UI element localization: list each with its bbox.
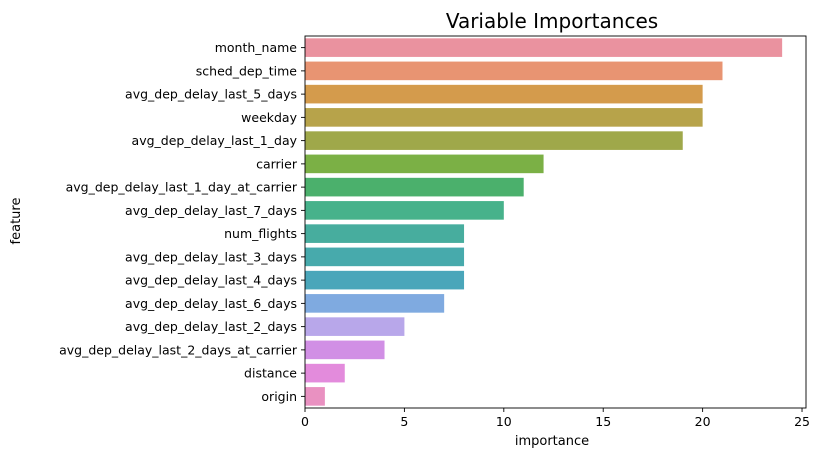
x-axis-label: importance [515, 434, 589, 449]
bar-avg_dep_delay_last_2_days_at_carrier [305, 340, 385, 360]
y-axis-label: feature [9, 198, 24, 245]
x-tick-label: 20 [695, 414, 711, 429]
y-tick-label: avg_dep_delay_last_1_day_at_carrier [66, 180, 298, 195]
x-tick-label: 15 [595, 414, 611, 429]
x-tick-label: 10 [496, 414, 512, 429]
x-tick-label: 25 [794, 414, 810, 429]
y-tick-label: distance [244, 366, 297, 381]
y-tick-label: weekday [241, 110, 297, 125]
y-tick-label: month_name [215, 40, 298, 55]
bars-group [305, 38, 783, 406]
bar-avg_dep_delay_last_1_day [305, 131, 683, 150]
bar-distance [305, 363, 345, 383]
y-tick-label: avg_dep_delay_last_4_days [125, 273, 297, 288]
y-tick-label: carrier [256, 156, 298, 171]
bar-avg_dep_delay_last_1_day_at_carrier [305, 177, 524, 197]
bar-carrier [305, 154, 544, 174]
y-tick-label: avg_dep_delay_last_3_days [125, 249, 297, 264]
bar-month_name [305, 38, 783, 57]
x-tick-label: 5 [400, 414, 408, 429]
y-tick-label: avg_dep_delay_last_1_day [132, 133, 298, 148]
y-tick-label: avg_dep_delay_last_5_days [125, 87, 297, 102]
plot-frame [304, 35, 807, 409]
y-tick-label: num_flights [224, 226, 297, 241]
bar-avg_dep_delay_last_2_days [305, 317, 405, 336]
y-tick-label: origin [261, 389, 297, 404]
bar-sched_dep_time [305, 61, 723, 81]
bar-avg_dep_delay_last_5_days [305, 84, 703, 104]
bar-origin [305, 387, 325, 406]
bar-avg_dep_delay_last_7_days [305, 201, 504, 220]
x-ticks: 0 5 10 15 20 25 [301, 408, 810, 429]
bar-num_flights [305, 224, 465, 243]
chart-title: Variable Importances [446, 9, 658, 33]
x-tick-label: 0 [301, 414, 309, 429]
y-tick-labels: month_name sched_dep_time avg_dep_delay_la… [59, 40, 305, 404]
y-tick-label: avg_dep_delay_last_2_days_at_carrier [59, 342, 298, 357]
bar-avg_dep_delay_last_3_days [305, 247, 465, 267]
y-tick-label: sched_dep_time [196, 63, 298, 78]
y-tick-label: avg_dep_delay_last_2_days [125, 319, 297, 334]
bar-avg_dep_delay_last_4_days [305, 270, 465, 290]
y-tick-label: avg_dep_delay_last_6_days [125, 296, 297, 311]
bar-avg_dep_delay_last_6_days [305, 294, 445, 313]
bar-weekday [305, 108, 703, 127]
y-tick-label: avg_dep_delay_last_7_days [125, 203, 297, 218]
